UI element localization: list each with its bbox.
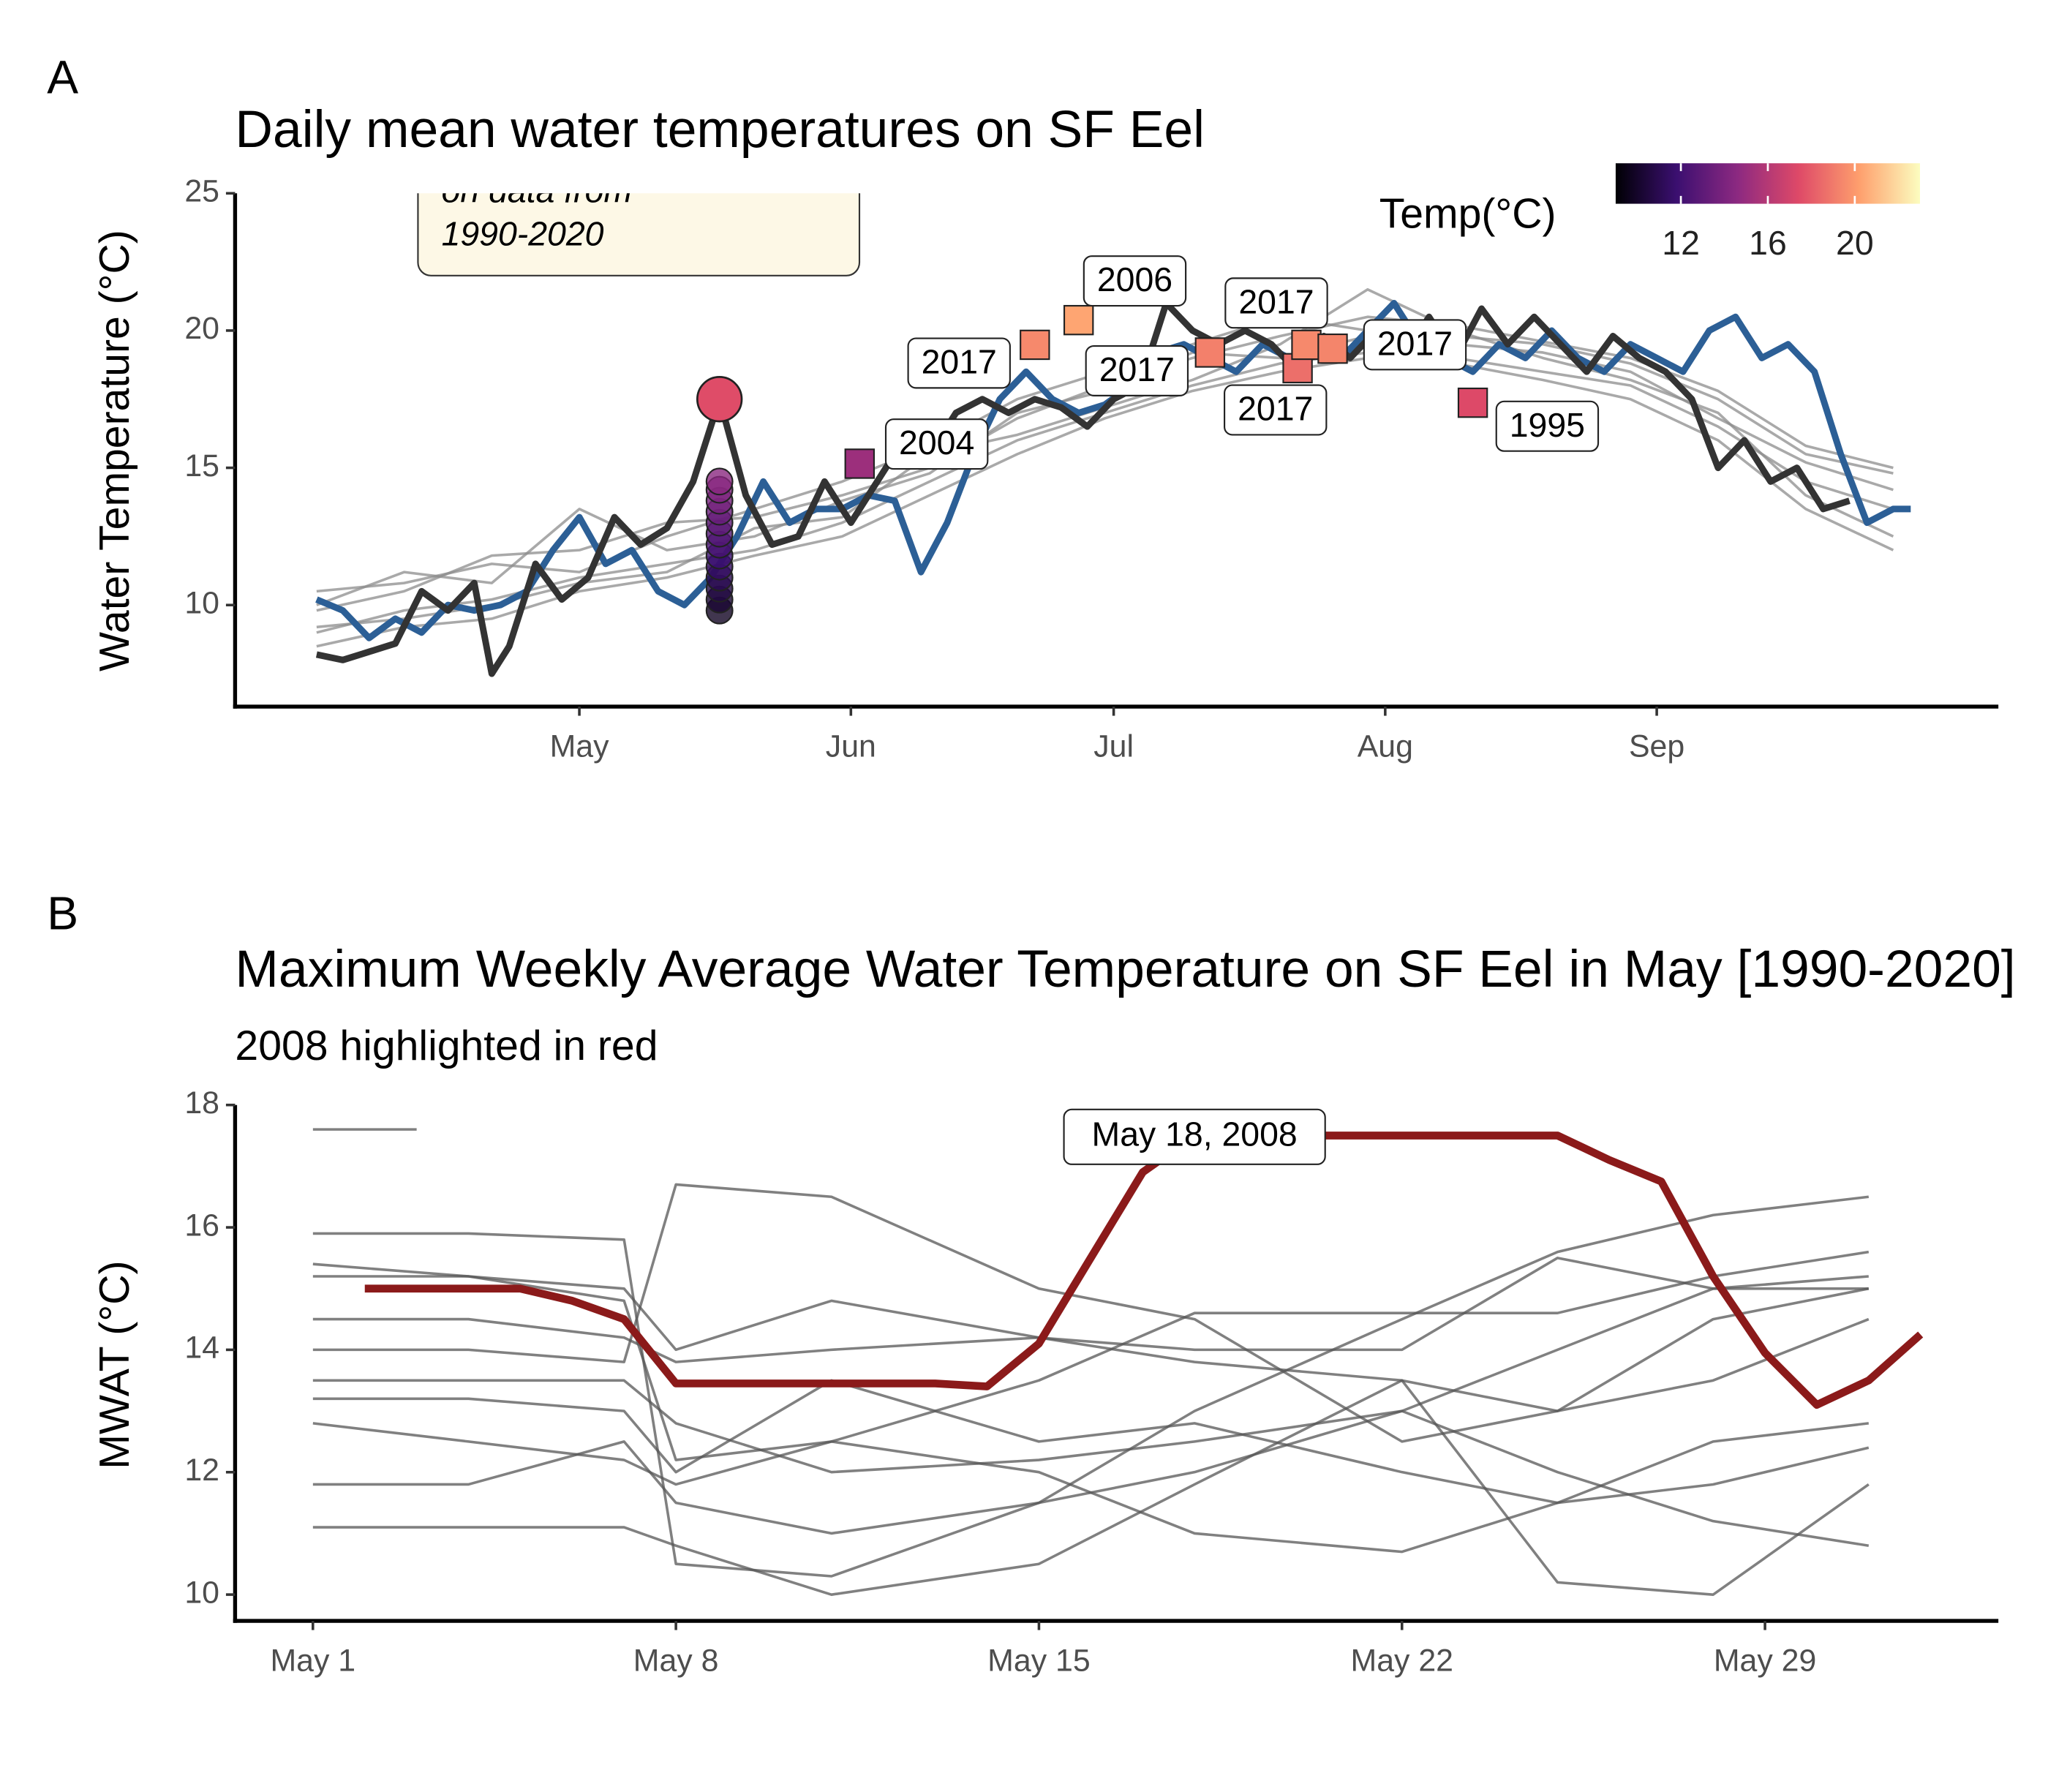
x-tick-label: Aug <box>1358 729 1413 764</box>
label-box <box>1224 384 1328 436</box>
series-line <box>312 1183 1870 1443</box>
square-label: 2017 <box>1377 324 1453 362</box>
panel-label: A <box>47 51 78 104</box>
square-point <box>1063 304 1094 336</box>
label-box <box>907 337 1011 389</box>
colorbar-tick-label: 16 <box>1749 224 1787 262</box>
y-tick-label: 25 <box>184 174 219 209</box>
y-axis-label: MWAT (°C) <box>91 1261 138 1469</box>
label-box <box>1085 345 1189 396</box>
series-line <box>316 356 1894 648</box>
note-text: 1990-2020 <box>442 214 604 252</box>
panel-label: B <box>47 887 78 940</box>
y-tick-label: 14 <box>184 1330 219 1366</box>
legend-title: Temp(°C) <box>1379 191 1556 238</box>
note-box <box>417 193 861 276</box>
x-tick-label: May 22 <box>1351 1644 1454 1679</box>
y-tick-label: 16 <box>184 1208 219 1243</box>
square-label: 2017 <box>1099 350 1175 388</box>
square-point <box>1020 329 1050 361</box>
label-box <box>1224 277 1328 329</box>
x-tick-label: May 15 <box>987 1644 1091 1679</box>
annotation-box <box>1063 1108 1326 1165</box>
series-line <box>312 1379 1870 1505</box>
series-line <box>312 1287 1869 1474</box>
x-tick-label: Jul <box>1093 729 1134 764</box>
series-line <box>316 287 1894 629</box>
y-tick-label: 12 <box>184 1453 219 1488</box>
x-tick-label: May 8 <box>633 1644 719 1679</box>
series-line <box>312 1409 1870 1547</box>
label-box <box>884 418 989 470</box>
square-point <box>1457 387 1488 418</box>
y-tick-label: 10 <box>184 1575 219 1610</box>
point <box>705 467 734 496</box>
y-axis-label: Water Temperature (°C) <box>91 230 138 671</box>
square-label: 1995 <box>1510 406 1585 444</box>
y-tick-label: 20 <box>184 311 219 346</box>
square-label: 2004 <box>899 423 974 462</box>
note-text: on data from <box>442 172 633 210</box>
y-tick-label: 15 <box>184 448 219 483</box>
series-line <box>312 1422 1870 1554</box>
y-tick-label: 18 <box>184 1085 219 1121</box>
y-tick-label: 10 <box>184 586 219 621</box>
series-line <box>315 300 1851 677</box>
chart-title: Maximum Weekly Average Water Temperature… <box>235 940 2015 998</box>
series-line <box>312 1257 1869 1352</box>
label-box <box>1083 255 1187 307</box>
x-tick-label: Sep <box>1629 729 1684 764</box>
square-label: 2017 <box>1238 282 1314 320</box>
x-tick-label: May 1 <box>270 1644 355 1679</box>
series-line <box>364 1132 1924 1409</box>
square-label: 2017 <box>1238 390 1313 428</box>
annotation: May 18, 2008 <box>1092 1115 1298 1153</box>
square-point <box>1291 329 1322 361</box>
chart-title: Daily mean water temperatures on SF Eel <box>235 100 1205 159</box>
series-line <box>312 1379 1870 1596</box>
x-tick-label: Jun <box>826 729 876 764</box>
square-point <box>1317 333 1348 364</box>
label-box <box>1363 319 1467 371</box>
square-label: 2006 <box>1097 260 1172 298</box>
square-label: 2017 <box>922 342 997 380</box>
colorbar-tick-label: 12 <box>1662 224 1700 262</box>
square-point <box>1194 337 1226 368</box>
square-point <box>844 448 876 479</box>
x-tick-label: May 29 <box>1714 1644 1817 1679</box>
chart-subtitle: 2008 highlighted in red <box>235 1023 658 1069</box>
series-line <box>312 1250 1870 1461</box>
colorbar-tick-label: 20 <box>1836 224 1874 262</box>
plot-area <box>312 1128 1924 1596</box>
peak-point <box>696 376 743 423</box>
x-tick-label: May <box>550 729 610 764</box>
label-box <box>1495 400 1600 452</box>
